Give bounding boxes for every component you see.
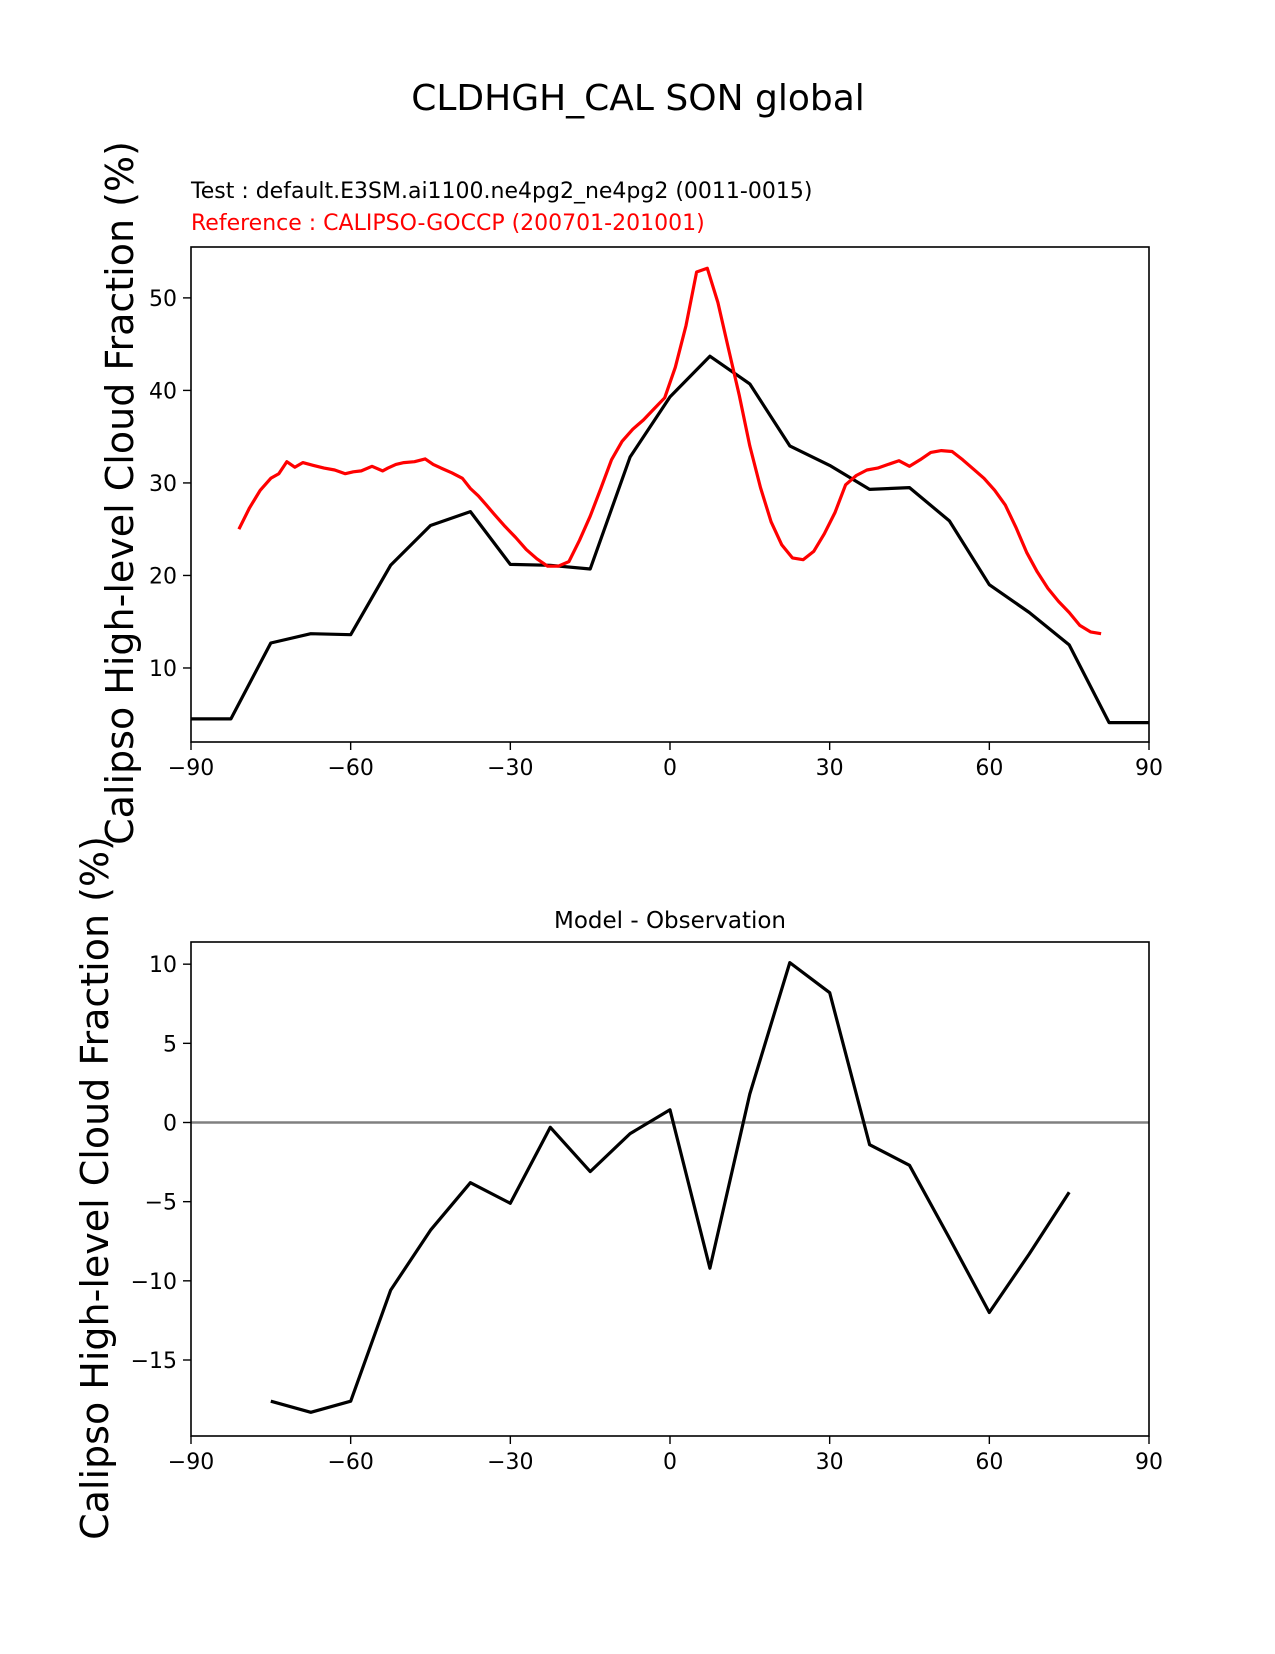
y-tick-label: 0 [163,1112,177,1137]
top-y-axis-label: Calipso High-level Cloud Fraction (%) [98,141,142,845]
x-tick-label: 30 [816,756,844,781]
y-tick-label: 40 [149,379,177,404]
x-tick-label: 60 [975,1450,1003,1475]
top-panel: Test : default.E3SM.ai1100.ne4pg2_ne4pg2… [98,141,1163,845]
x-tick-label: −60 [327,1450,373,1475]
y-tick-label: 5 [163,1032,177,1057]
x-tick-label: −90 [168,756,214,781]
figure-title: CLDHGH_CAL SON global [411,78,865,119]
difference-series-line [270,960,1071,1414]
x-tick-label: 90 [1135,1450,1163,1475]
y-tick-label: 10 [149,953,177,978]
test-series-line [191,354,1149,725]
bottom-title: Model - Observation [554,908,786,934]
x-tick-label: −90 [168,1450,214,1475]
bottom-plot-frame [190,941,1150,1437]
reference-label: Reference : CALIPSO-GOCCP (200701-201001… [191,211,705,236]
y-tick-label: −10 [131,1270,177,1295]
y-tick-label: −15 [131,1349,177,1374]
x-tick-label: −30 [487,1450,533,1475]
x-tick-label: 0 [663,756,677,781]
top-plot-frame [190,246,1150,743]
y-tick-label: 10 [149,657,177,682]
x-tick-label: 90 [1135,756,1163,781]
bottom-panel: Model - Observation Calipso High-level C… [73,836,1163,1540]
x-tick-label: 0 [663,1450,677,1475]
reference-series-line [237,266,1102,636]
y-tick-label: −5 [145,1191,177,1216]
bottom-y-axis-label: Calipso High-level Cloud Fraction (%) [73,836,117,1540]
x-tick-label: 30 [816,1450,844,1475]
y-tick-label: 30 [149,472,177,497]
x-tick-label: −30 [487,756,533,781]
test-label: Test : default.E3SM.ai1100.ne4pg2_ne4pg2… [190,179,812,204]
x-tick-label: 60 [975,756,1003,781]
y-tick-label: 20 [149,564,177,589]
y-tick-label: 50 [149,287,177,312]
x-tick-label: −60 [327,756,373,781]
